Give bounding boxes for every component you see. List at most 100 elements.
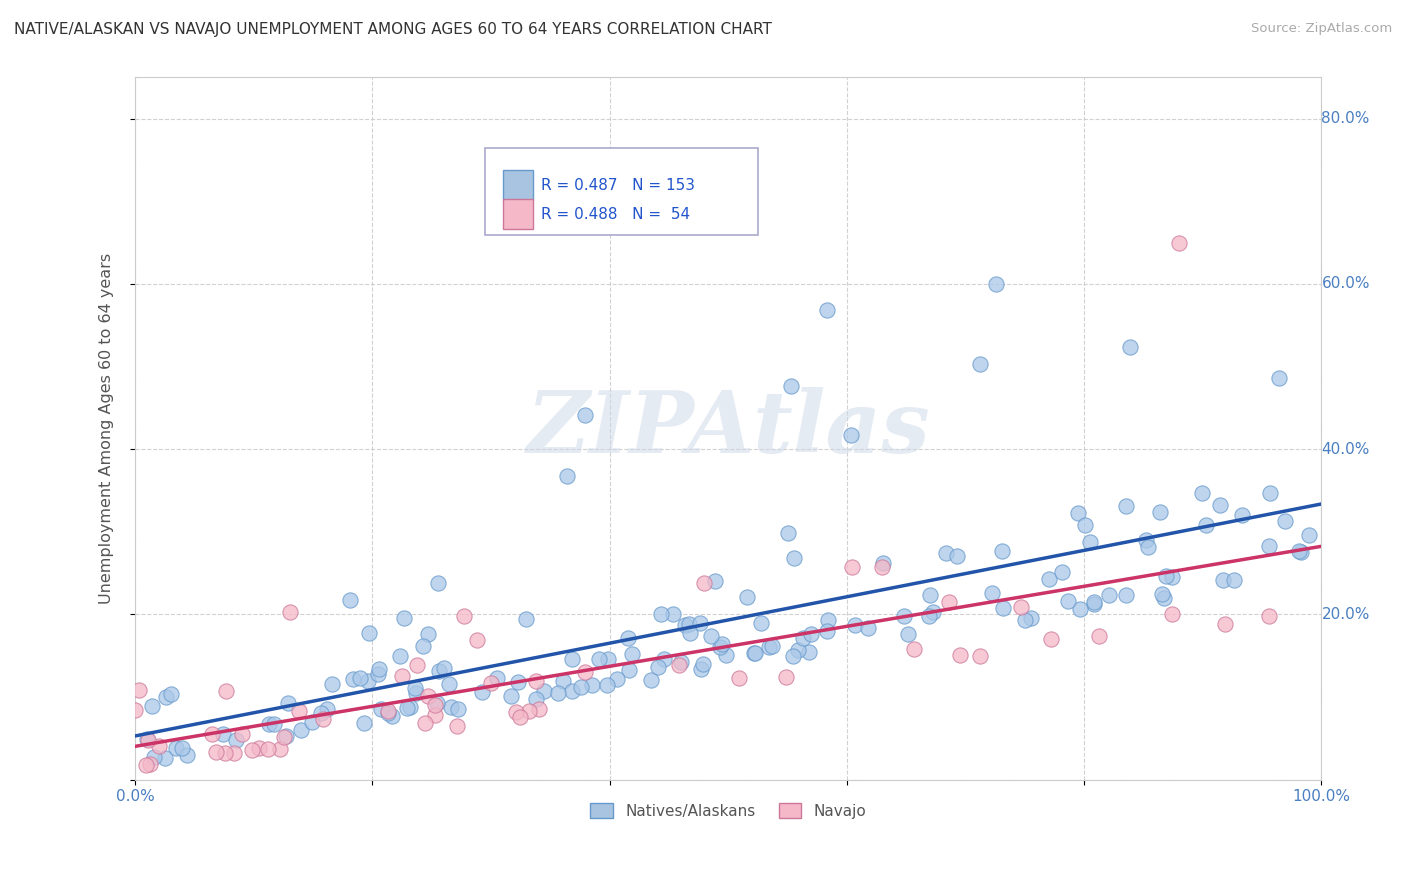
FancyBboxPatch shape	[485, 148, 758, 235]
Point	[155, 750, 177, 764]
Point	[547, 686, 569, 700]
Point	[508, 674, 530, 689]
Point	[479, 676, 502, 690]
Point	[315, 702, 337, 716]
Point	[1069, 602, 1091, 616]
Point	[1289, 544, 1312, 558]
Point	[524, 692, 547, 706]
Point	[406, 658, 429, 673]
Text: R = 0.488   N =  54: R = 0.488 N = 54	[541, 207, 690, 221]
Point	[353, 715, 375, 730]
Point	[692, 657, 714, 671]
Point	[277, 697, 299, 711]
Point	[1195, 518, 1218, 533]
Point	[505, 705, 527, 719]
Point	[392, 610, 415, 624]
Point	[841, 560, 863, 574]
Point	[1135, 533, 1157, 547]
Point	[946, 549, 969, 564]
Point	[225, 733, 247, 747]
Point	[263, 717, 285, 731]
Point	[797, 645, 820, 659]
Point	[413, 715, 436, 730]
Point	[668, 657, 690, 672]
Point	[714, 648, 737, 662]
Point	[679, 626, 702, 640]
Point	[935, 546, 957, 560]
Point	[404, 681, 426, 696]
Point	[858, 621, 880, 635]
Point	[650, 607, 672, 621]
Point	[1154, 569, 1177, 583]
Point	[984, 277, 1007, 291]
Point	[1149, 505, 1171, 519]
Point	[453, 608, 475, 623]
Point	[377, 704, 399, 718]
Point	[176, 747, 198, 762]
Point	[256, 742, 278, 756]
Text: ZIPAtlas: ZIPAtlas	[526, 387, 931, 470]
Point	[1118, 341, 1140, 355]
Point	[427, 664, 450, 678]
Point	[569, 680, 592, 694]
Point	[124, 703, 146, 717]
Text: 60.0%: 60.0%	[1322, 277, 1369, 292]
Point	[555, 468, 578, 483]
Point	[204, 745, 226, 759]
Point	[693, 576, 716, 591]
Point	[259, 717, 281, 731]
Point	[783, 550, 806, 565]
Point	[288, 704, 311, 718]
Point	[1115, 500, 1137, 514]
Point	[1019, 611, 1042, 625]
Point	[440, 699, 463, 714]
Point	[782, 648, 804, 663]
Point	[1067, 506, 1090, 520]
Point	[640, 673, 662, 687]
Point	[993, 600, 1015, 615]
Point	[359, 626, 381, 640]
Point	[574, 409, 596, 423]
Point	[949, 648, 972, 662]
Point	[357, 674, 380, 689]
Point	[515, 612, 537, 626]
Point	[817, 302, 839, 317]
Point	[1260, 486, 1282, 500]
Point	[381, 709, 404, 723]
Point	[1136, 540, 1159, 554]
Point	[980, 586, 1002, 600]
Point	[689, 662, 711, 676]
Point	[938, 595, 960, 609]
Point	[647, 660, 669, 674]
Point	[775, 670, 797, 684]
Y-axis label: Unemployment Among Ages 60 to 64 years: Unemployment Among Ages 60 to 64 years	[100, 253, 114, 604]
Point	[991, 543, 1014, 558]
Point	[396, 701, 419, 715]
Point	[1040, 632, 1063, 647]
Point	[1223, 574, 1246, 588]
Point	[201, 727, 224, 741]
Point	[703, 574, 725, 588]
Legend: Natives/Alaskans, Navajo: Natives/Alaskans, Navajo	[583, 797, 873, 824]
Point	[969, 648, 991, 663]
FancyBboxPatch shape	[503, 200, 533, 229]
Point	[141, 698, 163, 713]
Point	[744, 646, 766, 660]
Point	[872, 557, 894, 571]
Text: Source: ZipAtlas.com: Source: ZipAtlas.com	[1251, 22, 1392, 36]
Point	[467, 633, 489, 648]
Point	[517, 704, 540, 718]
Point	[1083, 597, 1105, 611]
Point	[1115, 589, 1137, 603]
FancyBboxPatch shape	[503, 170, 533, 200]
Point	[735, 591, 758, 605]
Point	[377, 706, 399, 720]
Point	[527, 702, 550, 716]
Point	[778, 526, 800, 541]
Point	[247, 741, 270, 756]
Point	[606, 672, 628, 686]
Point	[211, 726, 233, 740]
Point	[581, 678, 603, 692]
Point	[561, 683, 583, 698]
Point	[391, 668, 413, 682]
